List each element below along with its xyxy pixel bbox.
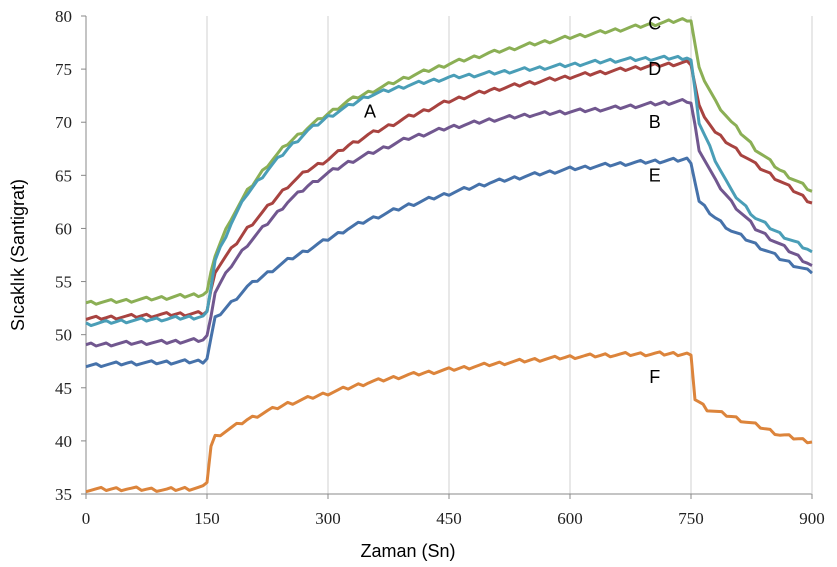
y-tick-label-50: 50 xyxy=(55,326,72,345)
series-label-B: B xyxy=(649,112,661,132)
series-label-C: C xyxy=(648,13,661,33)
y-tick-label-65: 65 xyxy=(55,166,72,185)
x-tick-label-450: 450 xyxy=(436,509,462,528)
y-tick-label-55: 55 xyxy=(55,273,72,292)
y-axis-title: Sıcaklık (Santigrat) xyxy=(8,179,28,331)
series-label-F: F xyxy=(649,367,660,387)
x-tick-label-600: 600 xyxy=(557,509,583,528)
x-axis-title: Zaman (Sn) xyxy=(360,541,455,561)
y-tick-label-45: 45 xyxy=(55,379,72,398)
y-tick-label-70: 70 xyxy=(55,113,72,132)
x-tick-label-900: 900 xyxy=(799,509,825,528)
series-line-B xyxy=(85,98,813,348)
y-tick-label-60: 60 xyxy=(55,219,72,238)
y-tick-label-35: 35 xyxy=(55,485,72,504)
y-tick-label-80: 80 xyxy=(55,7,72,26)
series-label-D: D xyxy=(648,59,661,79)
data-series xyxy=(85,17,813,494)
y-tick-label-40: 40 xyxy=(55,432,72,451)
series-label-E: E xyxy=(649,165,661,185)
tick-labels: 35 40 45 50 55 60 65 70 75 80 0 150 300 450 600 750 900 xyxy=(55,7,825,528)
series-line-F xyxy=(85,350,813,494)
series-line-E xyxy=(85,156,813,369)
x-tick-label-750: 750 xyxy=(678,509,704,528)
axes xyxy=(81,15,813,499)
y-tick-label-75: 75 xyxy=(55,60,72,79)
series-labels: C D A B E F xyxy=(364,13,661,387)
series-line-A xyxy=(85,54,813,328)
x-tick-label-300: 300 xyxy=(315,509,341,528)
series-line-C xyxy=(85,17,813,306)
x-tick-label-0: 0 xyxy=(82,509,91,528)
x-tick-label-150: 150 xyxy=(194,509,220,528)
series-label-A: A xyxy=(364,102,376,122)
